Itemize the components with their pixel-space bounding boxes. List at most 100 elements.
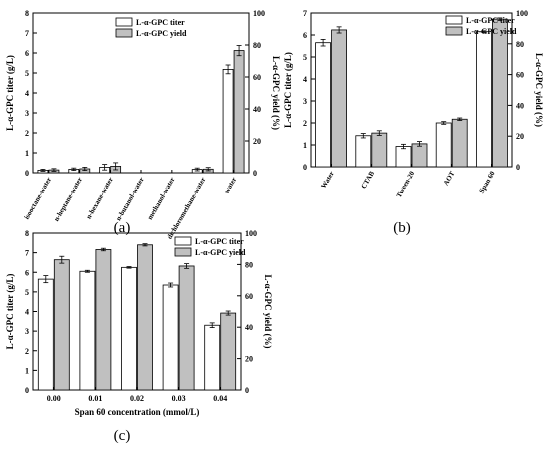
left-tick-label: 7	[25, 249, 29, 258]
legend-label: L-α-GPC yield	[136, 29, 187, 38]
x-tick-label: 0.04	[213, 394, 227, 403]
left-tick-label: 2	[25, 347, 29, 356]
right-tick-label: 40	[245, 323, 253, 332]
right-tick-label: 0	[516, 163, 520, 172]
right-tick-label: 80	[245, 260, 253, 269]
left-tick-label: 5	[25, 288, 29, 297]
legend-swatch	[174, 236, 192, 246]
y-axis-left-title: L-α-GPC titer (g/L)	[5, 55, 15, 131]
left-tick-label: 3	[303, 97, 307, 106]
right-tick-label: 40	[253, 105, 261, 114]
right-tick-label: 60	[253, 73, 261, 82]
left-tick-label: 4	[25, 308, 29, 317]
bar-titer	[79, 270, 96, 391]
x-tick-label: n-hexane-water	[85, 176, 115, 220]
left-tick-label: 2	[303, 119, 307, 128]
legend-swatch	[174, 247, 192, 257]
x-tick-label: isooctane-water	[23, 176, 53, 221]
bar-titer	[162, 284, 179, 391]
bar-titer	[204, 324, 221, 391]
left-tick-label: 8	[25, 9, 29, 18]
y-axis-left-title: L-α-GPC titer (g/L)	[283, 52, 293, 128]
bar-titer	[355, 135, 372, 168]
right-tick-label: 0	[245, 386, 249, 395]
right-tick-label: 100	[516, 9, 528, 18]
right-tick-label: 0	[253, 169, 257, 178]
legend-swatch	[115, 28, 133, 38]
y-axis-right-title: L-α-GPC yield (%)	[271, 56, 281, 130]
bar-titer	[475, 31, 492, 168]
panel-label: (c)	[114, 428, 131, 444]
left-tick-label: 4	[303, 75, 307, 84]
bar-titer	[435, 122, 452, 168]
x-tick-label: Water	[320, 170, 336, 190]
x-tick-label: methanol-water	[146, 176, 177, 221]
left-tick-label: 0	[303, 163, 307, 172]
bar-titer	[315, 42, 332, 168]
y-axis-right-title: L-α-GPC yield (%)	[534, 53, 544, 127]
x-tick-label: Tween-20	[395, 170, 416, 199]
legend-label: L-α-GPC titer	[195, 237, 244, 246]
left-tick-label: 6	[25, 268, 29, 277]
legend: L-α-GPC titer L-α-GPC yield	[174, 236, 246, 257]
x-axis-title: Span 60 concentration (mmol/L)	[75, 407, 200, 417]
left-tick-label: 6	[25, 49, 29, 58]
bar-yield	[53, 259, 70, 391]
legend-label: L-α-GPC yield	[466, 27, 517, 36]
bar-titer	[222, 69, 234, 174]
left-tick-label: 0	[25, 169, 29, 178]
bar-yield	[331, 29, 348, 168]
legend-label: L-α-GPC titer	[466, 16, 515, 25]
chart-panel-2: 0 1 2 3 4 5 6 7 0 20 40 60 80 100 L-α-GPC titer (g/L) L…	[283, 9, 544, 236]
legend-swatch	[115, 17, 133, 27]
x-tick-label: Span 60	[478, 170, 497, 195]
y-axis-left-title: L-α-GPC titer (g/L)	[5, 274, 15, 350]
bar-yield	[491, 18, 508, 168]
bar-titer	[37, 278, 54, 391]
bar-yield	[220, 312, 237, 391]
bar-yield	[411, 143, 428, 168]
panel-label: (a)	[114, 220, 131, 236]
legend-swatch	[445, 26, 463, 36]
x-tick-label: n-butanol-water	[114, 176, 145, 222]
left-tick-label: 6	[303, 31, 307, 40]
left-tick-label: 1	[25, 366, 29, 375]
legend-swatch	[445, 15, 463, 25]
right-tick-label: 40	[516, 101, 524, 110]
left-tick-label: 5	[303, 53, 307, 62]
left-tick-label: 3	[25, 109, 29, 118]
legend-label: L-α-GPC titer	[136, 18, 185, 27]
x-tick-label: AOT	[442, 170, 457, 187]
right-tick-label: 80	[516, 40, 524, 49]
left-tick-label: 3	[25, 327, 29, 336]
x-tick-label: CTAB	[360, 170, 377, 191]
right-tick-label: 20	[516, 132, 524, 141]
bar-titer	[395, 146, 412, 168]
left-tick-label: 7	[25, 29, 29, 38]
legend-label: L-α-GPC yield	[195, 248, 246, 257]
left-tick-label: 7	[303, 9, 307, 18]
bar-titer	[121, 266, 137, 391]
left-tick-label: 5	[25, 69, 29, 78]
right-tick-label: 100	[245, 229, 257, 238]
bar-yield	[371, 132, 388, 168]
panel-label: (b)	[393, 220, 411, 236]
x-tick-label: water	[223, 176, 238, 195]
left-tick-label: 1	[303, 141, 307, 150]
x-tick-label: 0.01	[88, 394, 102, 403]
left-tick-label: 4	[25, 89, 29, 98]
right-tick-label: 80	[253, 41, 261, 50]
left-tick-label: 8	[25, 229, 29, 238]
right-tick-label: 20	[245, 355, 253, 364]
y-axis-right-title: L-α-GPC yield (%)	[263, 274, 273, 348]
bar-yield	[137, 244, 153, 391]
right-tick-label: 20	[253, 137, 261, 146]
right-tick-label: 60	[516, 71, 524, 80]
x-tick-label: 0.00	[47, 394, 61, 403]
bar-yield	[95, 249, 112, 391]
bar-yield	[178, 265, 195, 391]
x-tick-label: n-heptane-water	[52, 176, 84, 223]
legend: L-α-GPC titer L-α-GPC yield	[445, 15, 517, 36]
